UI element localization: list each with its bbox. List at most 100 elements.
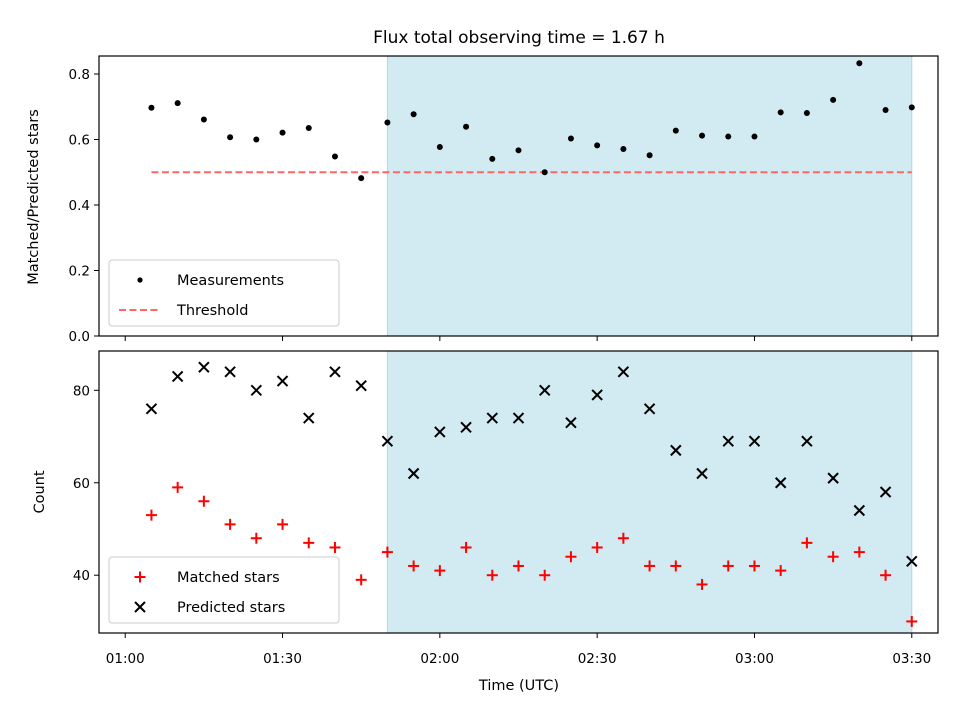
bottom-y-axis-label: Count <box>32 470 48 513</box>
data-point <box>486 569 498 581</box>
x-tick-label: 01:00 <box>106 651 145 667</box>
data-point <box>777 109 784 116</box>
legend-label: Matched stars <box>177 570 280 586</box>
data-point <box>171 370 184 383</box>
data-point <box>463 123 470 130</box>
data-point <box>725 133 732 140</box>
legend-marker <box>137 277 143 283</box>
data-point <box>513 560 524 572</box>
data-point <box>515 147 522 154</box>
data-point <box>145 403 158 415</box>
data-point <box>174 100 181 107</box>
x-b <box>617 366 630 378</box>
data-point <box>774 477 787 489</box>
data-point <box>670 560 682 572</box>
data-point <box>539 569 551 581</box>
data-point <box>381 435 394 447</box>
data-point <box>434 565 446 577</box>
x-b <box>774 477 787 489</box>
data-point <box>279 129 286 136</box>
data-point <box>801 435 813 447</box>
x-b <box>171 370 184 383</box>
data-point <box>253 136 260 143</box>
data-point <box>329 541 341 553</box>
data-point <box>277 518 289 530</box>
data-point <box>853 504 866 517</box>
x-tick-label: 03:00 <box>735 651 774 667</box>
data-point <box>436 144 443 151</box>
data-point <box>722 435 734 447</box>
data-point <box>303 412 315 424</box>
data-point <box>148 104 155 111</box>
x-b <box>434 426 446 438</box>
data-point <box>617 532 629 544</box>
data-point <box>250 384 263 397</box>
x-b <box>250 384 263 397</box>
x-b <box>512 412 525 424</box>
y-tick-label: 80 <box>73 383 90 399</box>
x-b <box>670 444 682 457</box>
top-panel: 0.0 0.2 0.4 0.6 0.8 Measurements Threshold <box>69 55 939 345</box>
shaded-span <box>386 55 913 337</box>
data-point <box>908 104 915 111</box>
chart-title: Flux total observing time = 1.67 h <box>373 28 665 48</box>
data-point <box>748 560 760 572</box>
x-b <box>224 366 236 378</box>
data-point <box>408 560 420 572</box>
data-point <box>853 546 865 558</box>
data-point <box>906 555 918 568</box>
data-point <box>591 541 603 553</box>
y-tick-label: 40 <box>73 568 90 584</box>
legend-box <box>108 556 340 624</box>
x-axis-label: Time (UTC) <box>478 678 559 694</box>
data-point <box>434 426 446 438</box>
bottom-panel: 40 60 80 01:00 01:30 02:00 02:30 03:00 03:30 Matc… <box>73 350 939 667</box>
x-b <box>539 384 551 397</box>
data-point <box>539 384 551 397</box>
data-point <box>407 467 420 480</box>
y-tick-label: 60 <box>73 476 90 492</box>
data-point <box>224 518 236 530</box>
data-point <box>801 537 813 549</box>
data-point <box>486 412 498 424</box>
data-point <box>594 142 601 149</box>
y-tick-label: 0.4 <box>69 198 90 214</box>
x-b <box>801 435 813 447</box>
series-measurements <box>148 60 915 182</box>
data-point <box>276 375 289 387</box>
data-point <box>145 509 157 521</box>
series-matched-stars <box>145 481 918 627</box>
data-point <box>331 153 338 160</box>
x-tick-label: 02:30 <box>578 651 617 667</box>
data-point <box>751 133 758 140</box>
data-point <box>198 495 210 507</box>
x-b <box>879 486 892 498</box>
data-point <box>565 551 577 563</box>
data-point <box>856 60 863 67</box>
x-b <box>906 555 918 568</box>
x-tick-label: 02:00 <box>420 651 459 667</box>
x-b <box>853 504 866 517</box>
data-point <box>198 361 210 373</box>
axes-frame <box>98 55 939 337</box>
data-point <box>672 127 679 134</box>
top-y-axis-label: Matched/Predicted stars <box>26 109 42 285</box>
data-point <box>200 116 207 123</box>
y-tick-label: 0.0 <box>69 329 90 345</box>
data-point <box>489 155 496 162</box>
data-point <box>748 435 761 447</box>
y-tick-label: 0.2 <box>69 264 90 280</box>
data-point <box>620 146 627 153</box>
x-b <box>827 472 839 484</box>
shaded-span <box>386 350 913 634</box>
x-b <box>198 361 210 373</box>
x-b <box>643 403 656 415</box>
data-point <box>591 389 603 401</box>
data-point <box>460 421 472 433</box>
data-point <box>565 416 577 429</box>
x-b <box>486 412 498 424</box>
x-b <box>460 421 472 433</box>
x-b <box>722 435 734 447</box>
x-b <box>276 375 289 387</box>
